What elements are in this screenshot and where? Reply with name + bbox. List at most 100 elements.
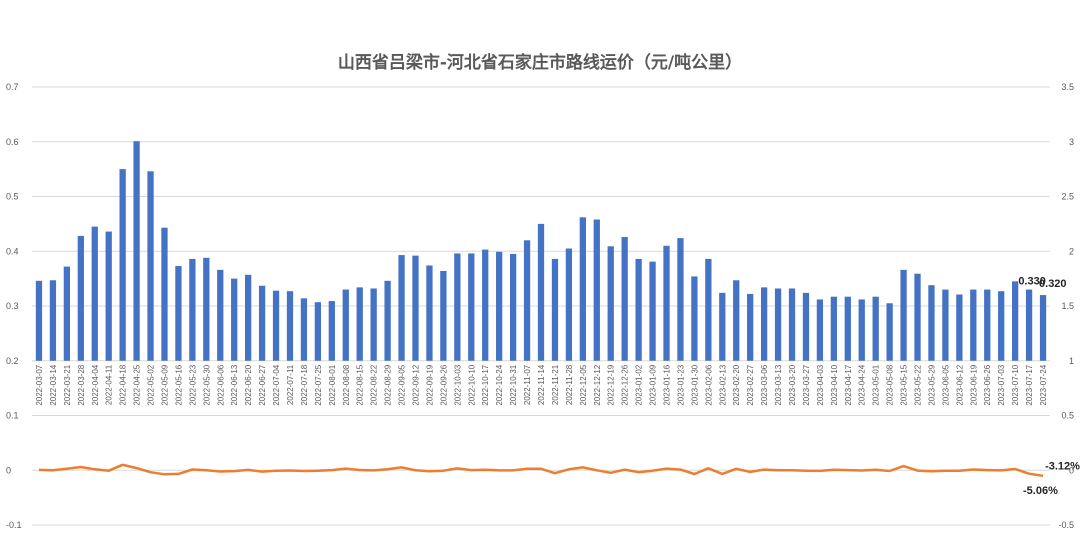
bar (161, 227, 168, 361)
x-tick-label: 2023-02-20 (732, 364, 741, 405)
bar (635, 258, 642, 361)
x-tick-label: 2022-11-21 (551, 364, 560, 405)
bar (398, 255, 405, 361)
y-left-tick-label: 0.1 (6, 411, 19, 421)
x-tick-label: 2023-01-09 (649, 364, 658, 405)
y-right-tick-label: 2.5 (1061, 192, 1074, 202)
bar (691, 276, 698, 361)
x-tick-label: 2022-04-25 (133, 364, 142, 405)
x-tick-label: 2022-08-29 (384, 364, 393, 405)
x-tick-label: 2022-05-02 (147, 364, 156, 405)
bar (593, 219, 600, 361)
x-tick-label: 2022-07-04 (272, 364, 281, 405)
x-tick-label: 2023-03-06 (760, 364, 769, 405)
bar (663, 245, 670, 361)
y-right-tick-label: 1.5 (1061, 301, 1074, 311)
x-tick-label: 2022-06-06 (216, 364, 225, 405)
bar-data-label: 0.330 (1018, 276, 1046, 288)
y-left-tick-label: 0.7 (6, 82, 19, 92)
x-tick-label: 2023-06-05 (941, 364, 950, 405)
x-tick-label: 2022-06-27 (258, 364, 267, 405)
x-tick-label: 2022-07-11 (286, 364, 295, 405)
bar (872, 296, 879, 361)
bar (886, 303, 893, 361)
bar (426, 265, 433, 361)
x-tick-label: 2022-07-25 (314, 364, 323, 405)
bar (914, 273, 921, 361)
bar (300, 298, 308, 361)
bar (774, 288, 782, 361)
x-tick-label: 2023-07-10 (1011, 364, 1020, 405)
bar (189, 258, 196, 361)
bar (719, 292, 726, 361)
x-tick-label: 2022-09-26 (439, 364, 448, 405)
bar (91, 226, 98, 361)
bar (579, 217, 586, 361)
x-tick-label: 2023-02-27 (746, 364, 755, 405)
x-tick-label: 2022-03-21 (63, 364, 72, 405)
bar (816, 299, 824, 361)
bar (482, 249, 489, 361)
x-tick-label: 2022-11-28 (565, 364, 574, 405)
bar (537, 223, 545, 361)
x-tick-label: 2023-05-01 (872, 364, 881, 405)
x-tick-label: 2022-08-22 (370, 364, 379, 405)
bar (1039, 295, 1047, 361)
x-tick-label: 2022-05-23 (188, 364, 197, 405)
x-tick-label: 2023-07-24 (1039, 364, 1048, 405)
bar (454, 253, 461, 361)
x-tick-label: 2023-06-12 (955, 364, 964, 405)
bar (147, 171, 154, 361)
bar (984, 289, 991, 361)
x-tick-label: 2022-03-07 (35, 364, 44, 405)
bar (788, 288, 796, 361)
bar (677, 238, 684, 361)
y-right-tick-label: 3 (1069, 137, 1074, 147)
bar (858, 299, 865, 361)
bar (802, 292, 810, 361)
x-tick-label: 2023-02-06 (704, 364, 713, 405)
x-tick-label: 2022-11-07 (523, 364, 532, 405)
y-right-tick-label: 0 (1069, 465, 1074, 475)
x-tick-label: 2022-08-15 (356, 364, 365, 405)
bar (496, 251, 503, 361)
line-data-label: -5.06% (1023, 485, 1058, 497)
bar (286, 291, 294, 361)
bar (412, 255, 419, 361)
y-right-tick-label: 3.5 (1061, 82, 1074, 92)
bar (830, 296, 837, 361)
bar (621, 237, 628, 361)
bar (649, 261, 656, 361)
x-tick-label: 2022-11-14 (537, 364, 546, 405)
y-left-tick-label: 0.4 (6, 246, 19, 256)
bar (49, 280, 57, 361)
y-left-tick-label: 0.2 (6, 356, 19, 366)
bar (258, 285, 266, 361)
bar (133, 141, 140, 361)
x-tick-label: 2022-12-05 (579, 364, 588, 405)
x-tick-label: 2022-10-03 (453, 364, 462, 405)
bar (328, 301, 335, 361)
line-data-label: -3.12% (1045, 461, 1080, 473)
x-tick-label: 2022-05-09 (160, 364, 169, 405)
x-tick-label: 2022-09-19 (425, 364, 434, 405)
bar (175, 266, 182, 361)
y-left-tick-label: 0.5 (6, 192, 19, 202)
bar (1011, 281, 1019, 361)
bar (551, 258, 559, 361)
bar (77, 235, 84, 361)
x-tick-label: 2022-10-10 (467, 364, 476, 405)
bar (119, 169, 126, 361)
x-tick-label: 2023-06-26 (983, 364, 992, 405)
x-tick-label: 2022-06-20 (244, 364, 253, 405)
x-tick-label: 2022-10-31 (509, 364, 518, 405)
x-tick-label: 2023-02-13 (718, 364, 727, 405)
x-tick-label: 2022-09-12 (411, 364, 420, 405)
x-tick-label: 2022-07-18 (300, 364, 309, 405)
x-tick-label: 2023-03-13 (774, 364, 783, 405)
bar (956, 294, 963, 361)
x-tick-label: 2023-07-03 (997, 364, 1006, 405)
x-tick-label: 2023-01-30 (690, 364, 699, 405)
bar (760, 287, 768, 361)
